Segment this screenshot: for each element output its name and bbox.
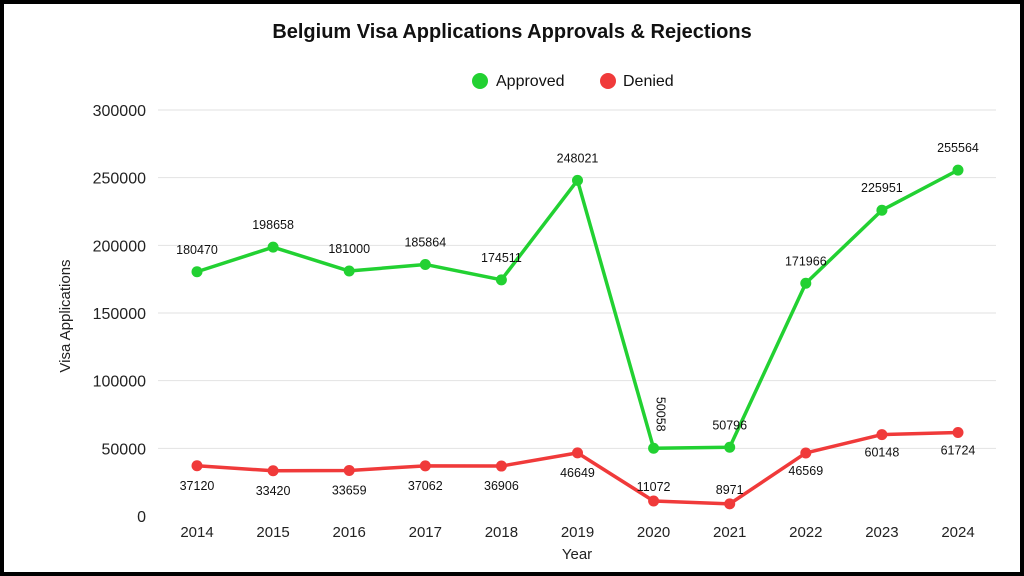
x-tick-label: 2022 bbox=[789, 524, 822, 541]
data-point bbox=[952, 164, 964, 176]
data-label: 171966 bbox=[785, 254, 827, 268]
data-point bbox=[876, 429, 888, 441]
x-tick-label: 2014 bbox=[180, 524, 213, 541]
x-axis-label: Year bbox=[562, 546, 592, 563]
data-label: 37062 bbox=[408, 479, 443, 493]
series-approved: 180470 198658 181000 185864 174511 248021 5005… bbox=[176, 141, 979, 454]
data-label: 36906 bbox=[484, 479, 519, 493]
data-point bbox=[648, 442, 660, 454]
y-tick-label: 100000 bbox=[93, 374, 146, 391]
chart-title: Belgium Visa Applications Approvals & Re… bbox=[272, 21, 751, 43]
data-point bbox=[648, 495, 660, 507]
y-tick-label: 50000 bbox=[102, 441, 147, 458]
data-point bbox=[572, 174, 583, 186]
y-tick-label: 0 bbox=[137, 509, 146, 526]
series-group: 180470 198658 181000 185864 174511 248021 5005… bbox=[176, 141, 979, 510]
x-tick-label: 2019 bbox=[561, 524, 594, 541]
y-tick-label: 250000 bbox=[93, 171, 146, 188]
data-point bbox=[495, 460, 507, 472]
x-tick-label: 2024 bbox=[941, 524, 974, 541]
data-point bbox=[495, 274, 507, 286]
data-label: 46569 bbox=[788, 464, 823, 478]
data-label: 181000 bbox=[328, 242, 370, 256]
legend: Approved Denied bbox=[472, 73, 674, 90]
x-tick-label: 2018 bbox=[485, 524, 518, 541]
chart-frame: Belgium Visa Applications Approvals & Re… bbox=[4, 4, 1020, 572]
x-tick-label: 2016 bbox=[333, 524, 366, 541]
series-line-approved bbox=[196, 168, 959, 451]
y-tick-label: 200000 bbox=[93, 238, 146, 255]
data-label: 33659 bbox=[332, 483, 367, 497]
y-tick-label: 150000 bbox=[93, 306, 146, 323]
data-label: 248021 bbox=[557, 151, 599, 165]
legend-marker-denied bbox=[600, 73, 616, 89]
data-point bbox=[191, 460, 203, 472]
data-label: 174511 bbox=[481, 251, 522, 265]
data-point bbox=[267, 465, 279, 477]
data-label: 50058 bbox=[654, 397, 668, 432]
series-denied: 37120 33420 33659 37062 36906 46649 11072 8971 4… bbox=[180, 426, 976, 510]
data-label: 255564 bbox=[937, 141, 979, 155]
data-point bbox=[343, 265, 355, 277]
x-axis-ticks: 2014 2015 2016 2017 2018 2019 2020 2021 2022 2023… bbox=[180, 524, 974, 541]
x-tick-label: 2015 bbox=[256, 524, 289, 541]
legend-label-approved: Approved bbox=[496, 73, 565, 90]
data-label: 225951 bbox=[861, 181, 903, 195]
data-label: 61724 bbox=[941, 443, 976, 457]
data-point bbox=[419, 460, 431, 472]
data-point bbox=[724, 441, 736, 453]
data-label: 33420 bbox=[256, 484, 291, 498]
data-point bbox=[952, 426, 964, 438]
data-point bbox=[267, 241, 279, 253]
x-tick-label: 2017 bbox=[409, 524, 442, 541]
legend-marker-approved bbox=[472, 73, 488, 89]
data-label: 180470 bbox=[176, 243, 218, 257]
data-point bbox=[800, 277, 812, 289]
data-label: 8971 bbox=[716, 483, 744, 497]
data-label: 185864 bbox=[404, 235, 446, 249]
line-chart: Belgium Visa Applications Approvals & Re… bbox=[57, 21, 996, 563]
data-label: 60148 bbox=[865, 446, 900, 460]
legend-label-denied: Denied bbox=[623, 73, 674, 90]
x-tick-label: 2023 bbox=[865, 524, 898, 541]
data-point bbox=[419, 258, 431, 270]
data-point bbox=[724, 498, 736, 510]
data-label: 50796 bbox=[712, 418, 747, 432]
x-tick-label: 2020 bbox=[637, 524, 670, 541]
data-point bbox=[800, 447, 812, 459]
data-point bbox=[876, 204, 888, 216]
data-point bbox=[343, 464, 355, 476]
y-tick-label: 300000 bbox=[93, 103, 146, 120]
data-label: 11072 bbox=[637, 480, 671, 494]
x-tick-label: 2021 bbox=[713, 524, 746, 541]
data-label: 46649 bbox=[560, 466, 595, 480]
data-label: 37120 bbox=[180, 479, 215, 493]
y-axis-label: Visa Applications bbox=[57, 259, 74, 372]
data-label: 198658 bbox=[252, 218, 294, 232]
data-point bbox=[191, 266, 203, 278]
data-point bbox=[572, 447, 583, 459]
y-axis-ticks: 0 50000 100000 150000 200000 250000 300000 bbox=[93, 103, 146, 526]
